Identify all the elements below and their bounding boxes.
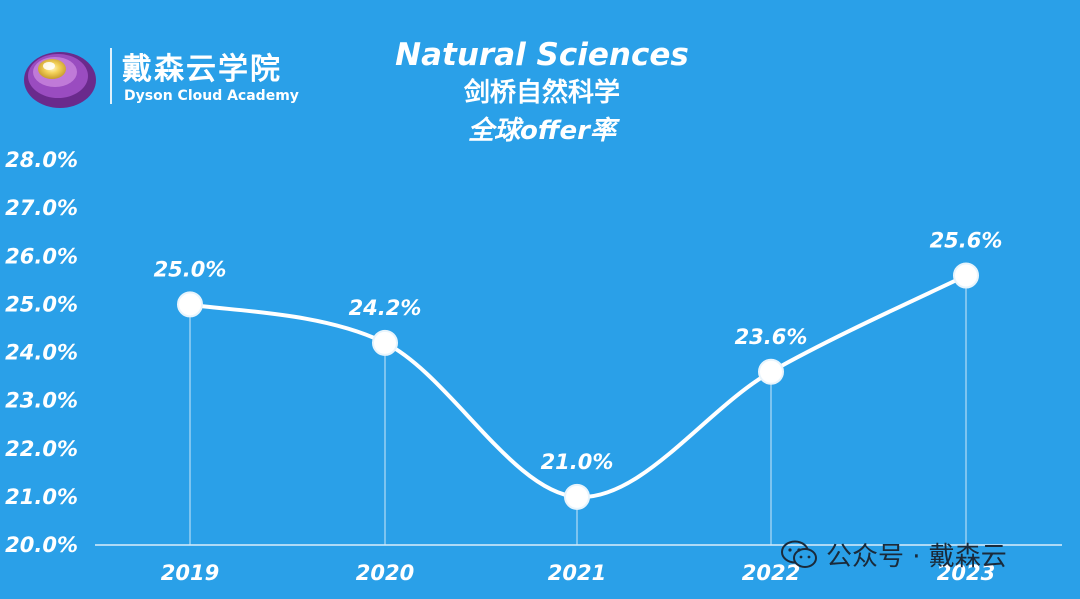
logo: 戴森云学院 Dyson Cloud Academy	[22, 42, 322, 112]
footer-watermark-text: 公众号 · 戴森云	[826, 541, 1007, 572]
x-tick-label: 2022	[742, 561, 800, 585]
x-tick-label: 2019	[161, 561, 219, 585]
x-tick-label: 2023	[937, 561, 995, 585]
logo-title: 戴森云学院	[122, 52, 282, 87]
data-markers	[177, 262, 979, 510]
data-label: 25.6%	[930, 229, 1003, 253]
x-tick-label: 2020	[356, 561, 414, 585]
y-tick-label: 25.0%	[5, 292, 78, 316]
data-point	[564, 483, 590, 510]
y-tick-label: 21.0%	[5, 485, 78, 509]
y-tick-label: 26.0%	[5, 244, 78, 268]
data-point	[372, 329, 398, 356]
data-labels: 25.0% 24.2% 21.0% 23.6% 25.6%	[154, 229, 1003, 474]
data-point	[758, 358, 784, 385]
logo-emblem-icon	[24, 52, 96, 108]
title-line-2: 剑桥自然科学	[463, 78, 620, 108]
y-tick-label: 20.0%	[5, 533, 78, 557]
data-label: 23.6%	[735, 325, 808, 349]
title-line-3: 全球offer率	[468, 116, 616, 146]
y-tick-label: 23.0%	[5, 389, 78, 413]
x-tick-labels: 2019 2020 2021 2022 2023	[161, 561, 995, 585]
y-tick-label: 28.0%	[5, 148, 78, 172]
chart-title: Natural Sciences 剑桥自然科学 全球offer率	[342, 36, 742, 150]
wechat-icon	[781, 540, 817, 568]
logo-subtitle: Dyson Cloud Academy	[124, 88, 299, 104]
y-tick-label: 27.0%	[5, 196, 78, 220]
drop-lines	[189, 275, 967, 545]
y-tick-labels: 20.0% 21.0% 22.0% 23.0% 24.0% 25.0% 26.0% 27.0%…	[5, 148, 78, 557]
data-label: 21.0%	[541, 450, 614, 474]
data-label: 24.2%	[349, 296, 422, 320]
footer-watermark: 公众号 · 戴森云	[780, 534, 1007, 574]
data-point	[177, 291, 203, 318]
data-label: 25.0%	[154, 257, 227, 281]
data-point	[953, 262, 979, 289]
y-tick-label: 24.0%	[5, 341, 78, 365]
x-tick-label: 2021	[548, 561, 606, 585]
y-tick-label: 22.0%	[5, 437, 78, 461]
logo-divider	[110, 48, 112, 104]
title-line-1: Natural Sciences	[395, 37, 689, 73]
